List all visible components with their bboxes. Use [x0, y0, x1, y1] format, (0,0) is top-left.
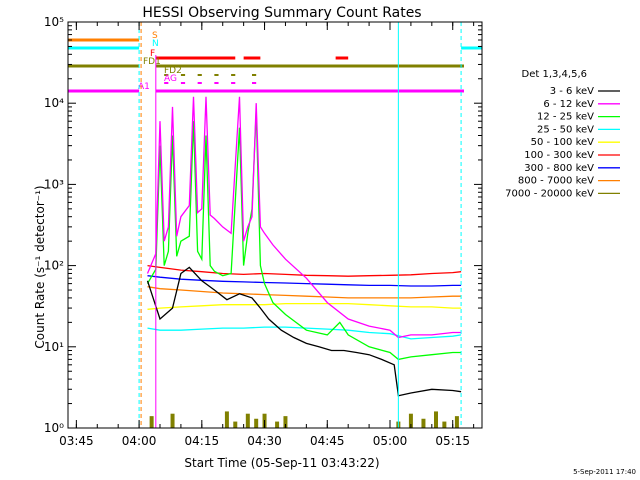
series-800-7000-kev-line: [147, 286, 462, 299]
flag-label-f: F: [150, 49, 155, 59]
series-3-6-kev-line: [146, 266, 462, 397]
series-12-25-kev-line: [146, 111, 462, 361]
legend-entry-label: 50 - 100 keV: [531, 137, 595, 148]
flag-label-a1: A1: [138, 82, 150, 92]
y-axis-label-group: Count Rate (s⁻¹ detector⁻¹): [33, 185, 47, 348]
legend-entry-label: 300 - 800 keV: [524, 163, 594, 174]
y-axis-label: Count Rate (s⁻¹ detector⁻¹): [33, 185, 47, 348]
legend-entry-label: 25 - 50 keV: [537, 124, 594, 135]
y-tick-label: 10⁰: [44, 421, 64, 435]
flag-label-n: N: [152, 39, 159, 49]
x-tick-label: 04:45: [310, 434, 345, 448]
flag-label-ag: AG: [164, 74, 177, 84]
series-300-800-kev-line: [147, 275, 462, 287]
x-tick-label: 05:00: [373, 434, 408, 448]
legend: Det 1,3,4,5,6 3 - 6 keV 6 - 12 keV 12 - 25 …: [505, 69, 620, 199]
legend-title: Det 1,3,4,5,6: [522, 69, 587, 80]
flag-label-s: S: [152, 31, 158, 41]
flag-label-fd1: FD1: [143, 57, 161, 67]
legend-entry-label: 6 - 12 keV: [543, 99, 594, 110]
x-axis-label: Start Time (05-Sep-11 03:43:22): [184, 456, 379, 470]
x-tick-label: 05:15: [435, 434, 470, 448]
x-tick-label: 03:45: [59, 434, 94, 448]
chart-title: HESSI Observing Summary Count Rates: [142, 5, 421, 21]
y-tick-label: 10¹: [44, 340, 64, 354]
legend-entry-label: 12 - 25 keV: [537, 112, 594, 123]
y-tick-label: 10²: [44, 259, 64, 273]
series-100-300-kev-line: [147, 264, 462, 277]
y-tick-label: 10⁴: [44, 96, 64, 110]
x-tick-label: 04:15: [185, 434, 220, 448]
legend-entry-label: 800 - 7000 keV: [518, 176, 594, 187]
x-tick-label: 04:30: [247, 434, 282, 448]
flag-label-fd2: FD2: [164, 66, 182, 76]
legend-entry-label: 3 - 6 keV: [550, 86, 594, 97]
plot-timestamp: 5-Sep-2011 17:40: [573, 468, 636, 476]
legend-entry-label: 100 - 300 keV: [524, 150, 594, 161]
series-6-12-kev-line: [146, 96, 462, 339]
plot-frame: [67, 21, 483, 429]
series-25-50-kev-line: [147, 326, 462, 340]
y-tick-label: 10⁵: [44, 15, 64, 29]
axes: 10⁰ 10¹ 10² 10³ 10⁴ 10⁵ 03:45 04:00 04:15 04:30 04…: [44, 15, 483, 448]
y-tick-label: 10³: [44, 177, 64, 191]
legend-entry-label: 7000 - 20000 keV: [505, 188, 594, 199]
x-tick-label: 04:00: [122, 434, 157, 448]
series-50-100-kev-line: [147, 302, 462, 310]
